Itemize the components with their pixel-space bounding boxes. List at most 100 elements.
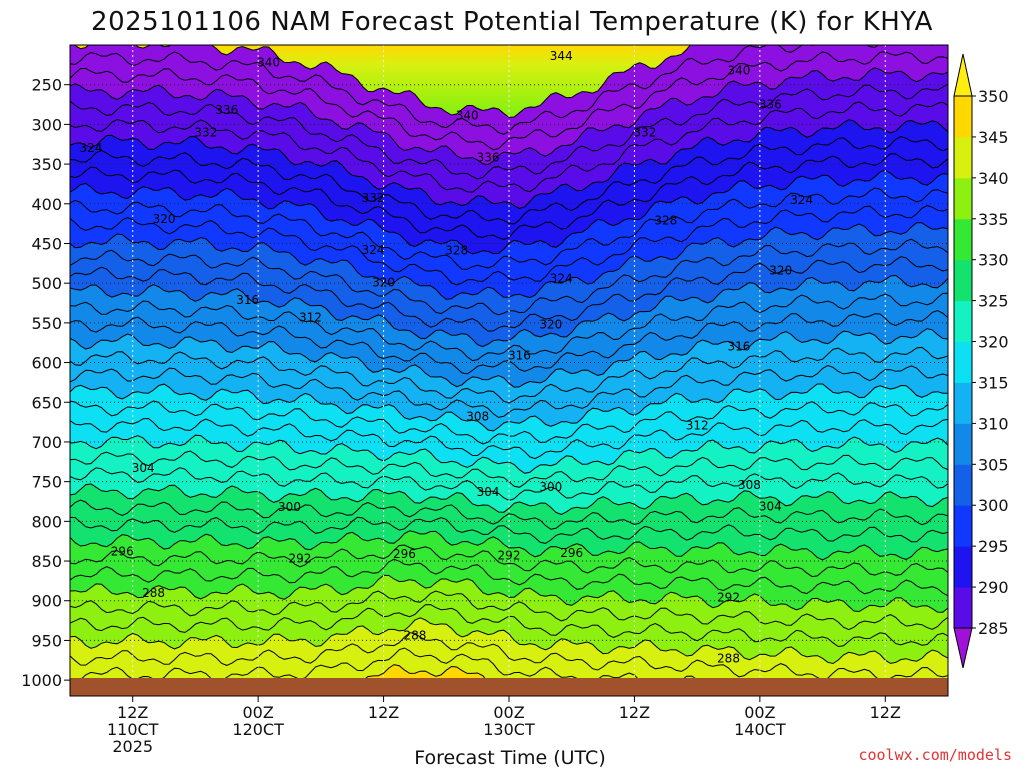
- temperature-band: [70, 67, 948, 209]
- contour-label: 320: [372, 275, 395, 289]
- colorbar-label: 315: [978, 373, 1009, 392]
- isentrope-line: [70, 364, 948, 418]
- colorbar-segment: [954, 341, 972, 383]
- isentrope-line: [70, 516, 948, 544]
- chart-title: 2025101106 NAM Forecast Potential Temper…: [91, 7, 933, 37]
- y-tick-label: 500: [31, 274, 62, 293]
- isentrope-line: [70, 101, 948, 193]
- contour-label: 300: [539, 480, 562, 494]
- isentrope-line: [73, 45, 691, 118]
- contour-label: 324: [790, 193, 813, 207]
- contour-label: 296: [111, 545, 134, 559]
- isentrope-line: [70, 558, 948, 597]
- y-tick-label: 950: [31, 631, 62, 650]
- isentrope-line: [70, 530, 948, 561]
- colorbar-segment: [954, 259, 972, 302]
- x-tick-label: 12Z: [870, 703, 901, 722]
- y-tick-label: 350: [31, 155, 62, 174]
- isentrope-line: [70, 346, 948, 404]
- contour-label: 336: [759, 98, 782, 112]
- colorbar-segment: [954, 464, 972, 506]
- temperature-band: [70, 617, 948, 678]
- contour-label: 332: [362, 191, 385, 205]
- credit-text: coolwx.com/models: [858, 746, 1012, 764]
- contour-label: 292: [498, 548, 521, 562]
- y-tick-label: 450: [31, 234, 62, 253]
- isentrope-line: [70, 499, 948, 530]
- contour-label: 340: [456, 109, 479, 123]
- colorbar-segment: [954, 300, 972, 343]
- colorbar-segment: [954, 587, 972, 629]
- colorbar-label: 325: [978, 292, 1009, 311]
- colorbar-top-triangle: [953, 53, 973, 97]
- x-tick-label: 110CT: [107, 720, 159, 739]
- contour-label: 316: [508, 348, 531, 362]
- contour-label: 324: [79, 141, 102, 155]
- colorbar-label: 320: [978, 333, 1009, 352]
- isentrope-line: [70, 328, 948, 388]
- x-tick-label: 2025: [112, 737, 153, 756]
- colorbar-segment: [954, 423, 972, 465]
- isentrope-line: [70, 417, 948, 460]
- colorbar-segment: [954, 382, 972, 424]
- y-tick-label: 600: [31, 354, 62, 373]
- y-tick-label: 550: [31, 314, 62, 333]
- isentrope-line: [70, 169, 948, 255]
- contour-label: 288: [717, 652, 740, 666]
- x-axis-label: Forecast Time (UTC): [414, 747, 605, 768]
- isentrope-line: [70, 574, 948, 613]
- isentrope-line: [70, 590, 948, 631]
- colorbar-segment: [954, 505, 972, 547]
- colorbar-segment: [954, 96, 972, 138]
- contour-label: 336: [477, 151, 500, 165]
- x-tick-label: 130CT: [483, 720, 535, 739]
- isentrope-line: [70, 153, 948, 241]
- contour-label: 288: [403, 629, 426, 643]
- contour-label: 292: [288, 552, 311, 566]
- colorbar-segment: [954, 218, 972, 261]
- y-tick-label: 650: [31, 393, 62, 412]
- temperature-bands: [70, 45, 948, 678]
- x-tick-label: 12Z: [368, 703, 399, 722]
- contour-labels: 344 340 340 336 340 336 332 332 336 324 332 324 320 3…: [79, 49, 813, 666]
- contour-label: 312: [686, 418, 709, 432]
- colorbar-label: 350: [978, 87, 1009, 106]
- y-tick-label: 900: [31, 592, 62, 611]
- x-tick-label: 12Z: [619, 703, 650, 722]
- contour-label: 320: [153, 212, 176, 226]
- contour-label: 296: [393, 547, 416, 561]
- colorbar-label: 310: [978, 414, 1009, 433]
- y-tick-label: 1000: [21, 671, 62, 690]
- contour-label: 340: [727, 63, 750, 77]
- isentrope-line: [70, 632, 948, 678]
- temperature-band: [70, 575, 948, 664]
- colorbar-label: 290: [978, 578, 1009, 597]
- contour-label: 332: [194, 125, 217, 139]
- isentrope-line: [70, 51, 948, 151]
- temperature-band: [70, 170, 948, 300]
- contour-label: 340: [257, 55, 280, 69]
- y-axis: 250 300 350 400 450 500 550 600 650 700 750 800 850 9…: [21, 76, 70, 690]
- temperature-band: [70, 222, 948, 347]
- contour-label: 292: [717, 591, 740, 605]
- contour-label: 328: [445, 244, 468, 258]
- contour-label: 336: [215, 103, 238, 117]
- colorbar-label: 345: [978, 128, 1009, 147]
- isentrope-line: [70, 205, 948, 286]
- colorbar-label: 305: [978, 455, 1009, 474]
- y-tick-label: 850: [31, 552, 62, 571]
- isentrope-line: [70, 544, 948, 578]
- x-tick-label: 00Z: [242, 703, 273, 722]
- contour-label: 316: [236, 293, 259, 307]
- colorbar-label: 335: [978, 210, 1009, 229]
- y-tick-label: 800: [31, 512, 62, 531]
- contour-label: 288: [142, 586, 165, 600]
- colorbar-segment: [954, 177, 972, 220]
- colorbar-label: 295: [978, 537, 1009, 556]
- x-tick-label: 140CT: [734, 720, 786, 739]
- contour-label: 304: [132, 461, 155, 475]
- y-tick-label: 400: [31, 195, 62, 214]
- x-tick-label: 00Z: [493, 703, 524, 722]
